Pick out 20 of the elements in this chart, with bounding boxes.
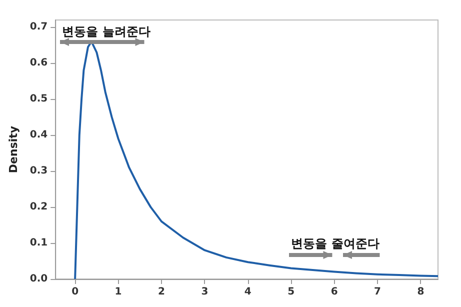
y-axis-title: Density — [7, 126, 20, 174]
x-tick-label: 0 — [72, 286, 79, 298]
annotation: 변동을 늘려준다 — [62, 24, 150, 38]
x-tick-label: 6 — [330, 286, 338, 298]
x-tick-label: 5 — [288, 286, 295, 298]
y-tick-label: 0.0 — [30, 274, 48, 284]
y-tick-label: 0.5 — [30, 94, 48, 105]
y-tick-label: 0.7 — [30, 22, 48, 33]
annotation: 변동을 줄여준다 — [291, 236, 380, 251]
x-tick-label: 1 — [114, 286, 122, 298]
y-tick-label: 0.4 — [30, 130, 48, 141]
x-tick-label: 3 — [201, 286, 208, 298]
y-tick-label: 0.2 — [30, 202, 48, 213]
x-tick-label: 8 — [417, 286, 424, 298]
x-tick-label: 4 — [244, 286, 252, 298]
x-tick-label: 7 — [374, 286, 382, 298]
x-tick-label: 2 — [158, 286, 165, 298]
y-tick-label: 0.6 — [30, 58, 48, 69]
y-tick-label: 0.3 — [30, 166, 48, 177]
y-tick-label: 0.1 — [30, 238, 48, 249]
